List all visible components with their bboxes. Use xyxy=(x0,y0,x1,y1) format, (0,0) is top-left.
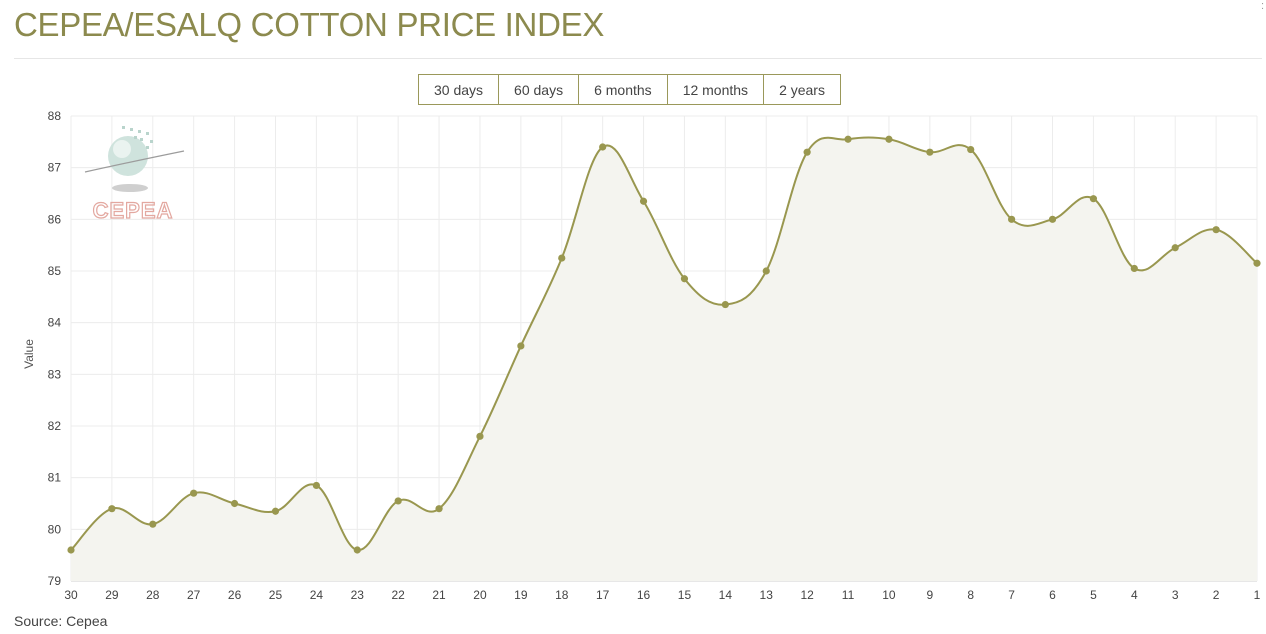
y-tick-label: 83 xyxy=(48,367,62,381)
data-point[interactable] xyxy=(271,507,280,515)
data-point[interactable] xyxy=(680,275,689,283)
y-axis-ticks: 79 80 81 82 83 84 85 86 87 88 xyxy=(48,109,62,588)
data-point[interactable] xyxy=(1130,264,1138,273)
source-note: Source: Cepea xyxy=(14,613,108,629)
data-point[interactable] xyxy=(1008,215,1016,223)
tab-60-days[interactable]: 60 days xyxy=(498,75,579,104)
tab-12-months[interactable]: 12 months xyxy=(666,75,764,104)
data-point[interactable] xyxy=(639,197,648,205)
data-point[interactable] xyxy=(1253,259,1261,267)
y-axis-label: Value xyxy=(22,339,36,369)
data-point[interactable] xyxy=(394,497,402,505)
x-tick-label: 30 xyxy=(64,588,78,602)
data-point[interactable] xyxy=(1171,244,1179,252)
data-point[interactable] xyxy=(67,546,75,554)
x-tick-label: 27 xyxy=(187,588,201,602)
data-point[interactable] xyxy=(108,505,116,513)
y-tick-label: 81 xyxy=(48,471,62,485)
x-tick-label: 20 xyxy=(473,588,487,602)
x-tick-label: 22 xyxy=(391,588,405,602)
data-point[interactable] xyxy=(721,300,729,309)
x-tick-label: 24 xyxy=(310,588,324,602)
x-axis-ticks: 30 29 28 27 26 25 24 23 22 21 20 19 18 17 16 15 14 13 12 11… xyxy=(64,588,1260,602)
x-tick-label: 21 xyxy=(432,588,446,602)
x-tick-label: 14 xyxy=(719,588,733,602)
corner-mark: : xyxy=(1260,0,1264,12)
data-point[interactable] xyxy=(1089,195,1098,203)
page-title: CEPEA/ESALQ COTTON PRICE INDEX xyxy=(14,6,605,43)
data-point[interactable] xyxy=(230,499,239,508)
tab-6-months[interactable]: 6 months xyxy=(578,75,667,104)
x-tick-label: 12 xyxy=(800,588,814,602)
x-tick-label: 7 xyxy=(1008,588,1015,602)
x-tick-label: 18 xyxy=(555,588,569,602)
series-points xyxy=(67,135,1261,554)
data-point[interactable] xyxy=(1048,215,1057,223)
y-tick-label: 84 xyxy=(48,316,62,330)
y-tick-label: 82 xyxy=(48,419,62,433)
data-point[interactable] xyxy=(967,145,975,154)
y-tick-label: 87 xyxy=(48,161,62,175)
x-tick-label: 9 xyxy=(926,588,933,602)
data-point[interactable] xyxy=(312,481,320,490)
x-tick-label: 10 xyxy=(882,588,896,602)
period-selector: 30 days 60 days 6 months 12 months 2 yea… xyxy=(418,74,841,105)
x-tick-label: 11 xyxy=(842,588,855,602)
y-tick-label: 88 xyxy=(48,109,62,123)
x-tick-label: 2 xyxy=(1213,588,1220,602)
x-tick-label: 16 xyxy=(637,588,651,602)
series-area xyxy=(71,137,1257,581)
x-tick-label: 13 xyxy=(760,588,774,602)
x-tick-label: 4 xyxy=(1131,588,1138,602)
x-tick-label: 15 xyxy=(678,588,692,602)
data-point[interactable] xyxy=(885,135,893,143)
y-tick-label: 79 xyxy=(48,574,62,588)
tab-2-years[interactable]: 2 years xyxy=(763,75,840,104)
title-divider xyxy=(14,58,1262,59)
cepea-logo: CEPEA xyxy=(84,126,185,222)
x-tick-label: 5 xyxy=(1090,588,1097,602)
data-point[interactable] xyxy=(517,342,525,350)
x-tick-label: 28 xyxy=(146,588,160,602)
data-point[interactable] xyxy=(149,520,157,528)
x-tick-label: 19 xyxy=(514,588,528,602)
data-point[interactable] xyxy=(1212,226,1220,234)
data-point[interactable] xyxy=(926,148,934,156)
tab-30-days[interactable]: 30 days xyxy=(419,75,499,104)
x-tick-label: 29 xyxy=(105,588,119,602)
data-point[interactable] xyxy=(558,254,566,262)
x-tick-label: 26 xyxy=(228,588,242,602)
data-point[interactable] xyxy=(476,432,484,440)
data-point[interactable] xyxy=(190,489,198,497)
data-point[interactable] xyxy=(599,143,607,151)
x-tick-label: 8 xyxy=(967,588,974,602)
x-tick-label: 3 xyxy=(1172,588,1179,602)
x-tick-label: 25 xyxy=(269,588,283,602)
y-tick-label: 85 xyxy=(48,264,62,278)
x-tick-label: 1 xyxy=(1254,588,1261,602)
data-point[interactable] xyxy=(435,505,443,513)
data-point[interactable] xyxy=(762,267,770,275)
y-tick-label: 80 xyxy=(48,522,62,536)
logo-text: CEPEA xyxy=(93,198,174,222)
x-tick-label: 17 xyxy=(596,588,610,602)
data-point[interactable] xyxy=(803,148,811,156)
data-point[interactable] xyxy=(844,135,852,143)
data-point[interactable] xyxy=(353,546,361,554)
y-tick-label: 86 xyxy=(48,212,62,226)
x-tick-label: 6 xyxy=(1049,588,1056,602)
x-tick-label: 23 xyxy=(351,588,365,602)
